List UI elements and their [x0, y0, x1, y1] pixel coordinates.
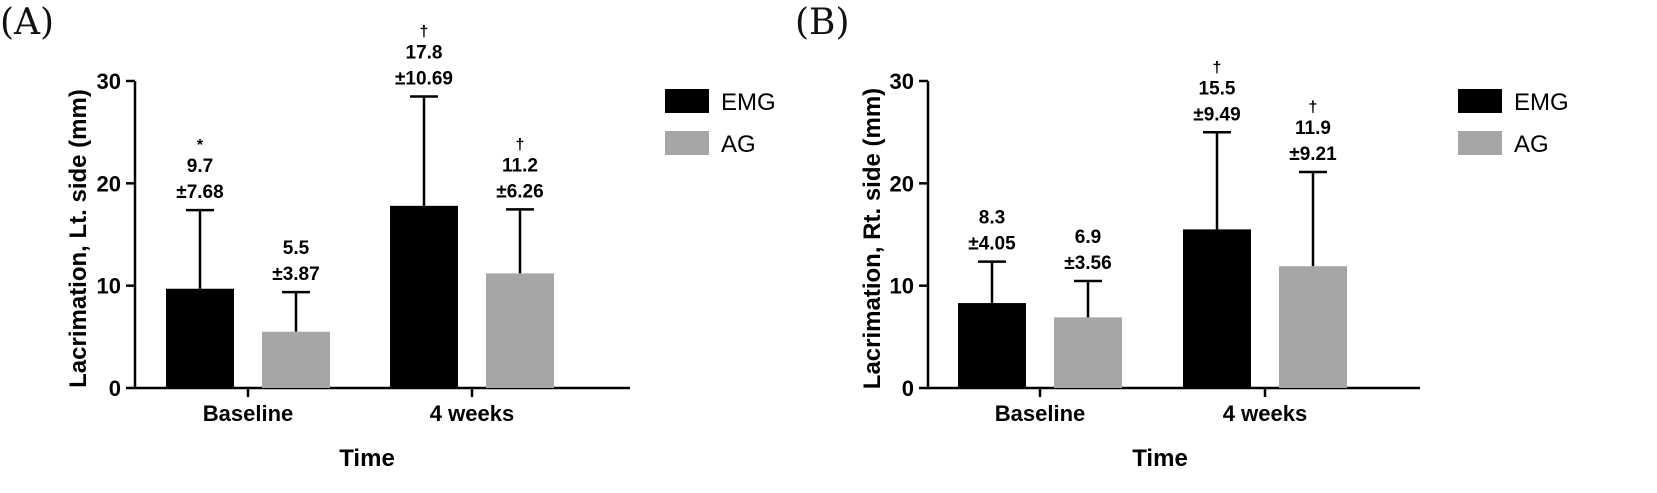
x-tick-label: Baseline: [995, 401, 1086, 426]
legend-swatch-emg: [665, 89, 709, 113]
x-axis-label: Time: [1132, 445, 1188, 472]
value-label: 17.8: [406, 42, 443, 63]
legend-swatch-ag: [665, 131, 709, 155]
legend-label: AG: [1514, 131, 1549, 158]
value-label: 8.3: [979, 208, 1005, 229]
legend-label: EMG: [721, 89, 776, 116]
sd-label: ±4.05: [968, 234, 1016, 255]
sd-label: ±9.21: [1289, 144, 1337, 165]
x-tick-label: Baseline: [203, 401, 294, 426]
value-label: 6.9: [1075, 227, 1101, 248]
panel-label: (A): [0, 2, 54, 43]
y-tick-label: 20: [890, 171, 914, 196]
sd-label: ±10.69: [395, 68, 453, 89]
bar-ag: [1054, 317, 1122, 388]
x-tick-label: 4 weeks: [1223, 401, 1307, 426]
y-tick-label: 30: [97, 69, 121, 94]
sd-label: ±6.26: [496, 181, 543, 202]
legend-swatch-ag: [1458, 131, 1502, 155]
significance-mark: †: [516, 136, 525, 153]
value-label: 15.5: [1199, 78, 1236, 99]
y-axis-label: Lacrimation, Rt. side (mm): [859, 88, 886, 389]
panel-label: (B): [795, 2, 850, 43]
legend-swatch-emg: [1458, 89, 1502, 113]
bar-emg: [166, 288, 234, 388]
sd-label: ±3.87: [272, 264, 319, 285]
sd-label: ±9.49: [1193, 104, 1240, 125]
value-label: 11.2: [502, 155, 538, 176]
y-tick-label: 30: [890, 69, 914, 94]
y-tick-label: 20: [97, 171, 121, 196]
bar-ag: [1279, 266, 1347, 388]
value-label: 5.5: [283, 238, 310, 259]
significance-mark: †: [1213, 59, 1222, 76]
bar-emg: [958, 303, 1026, 388]
y-tick-label: 10: [97, 274, 121, 299]
significance-mark: †: [420, 23, 429, 40]
x-tick-label: 4 weeks: [430, 401, 514, 426]
y-tick-label: 0: [109, 376, 121, 401]
value-label: 9.7: [187, 156, 213, 177]
sd-label: ±7.68: [176, 182, 223, 203]
bar-ag: [262, 331, 330, 388]
sd-label: ±3.56: [1064, 253, 1111, 274]
y-axis-label: Lacrimation, Lt. side (mm): [65, 89, 92, 388]
legend-label: EMG: [1514, 89, 1569, 116]
value-label: 11.9: [1295, 118, 1331, 139]
bar-emg: [390, 205, 458, 388]
bar-emg: [1183, 229, 1251, 388]
y-tick-label: 10: [890, 274, 914, 299]
x-axis-label: Time: [339, 445, 395, 472]
legend-label: AG: [721, 131, 756, 158]
significance-mark: *: [197, 137, 204, 154]
significance-mark: †: [1309, 99, 1318, 116]
y-tick-label: 0: [902, 376, 914, 401]
bar-ag: [486, 273, 554, 388]
